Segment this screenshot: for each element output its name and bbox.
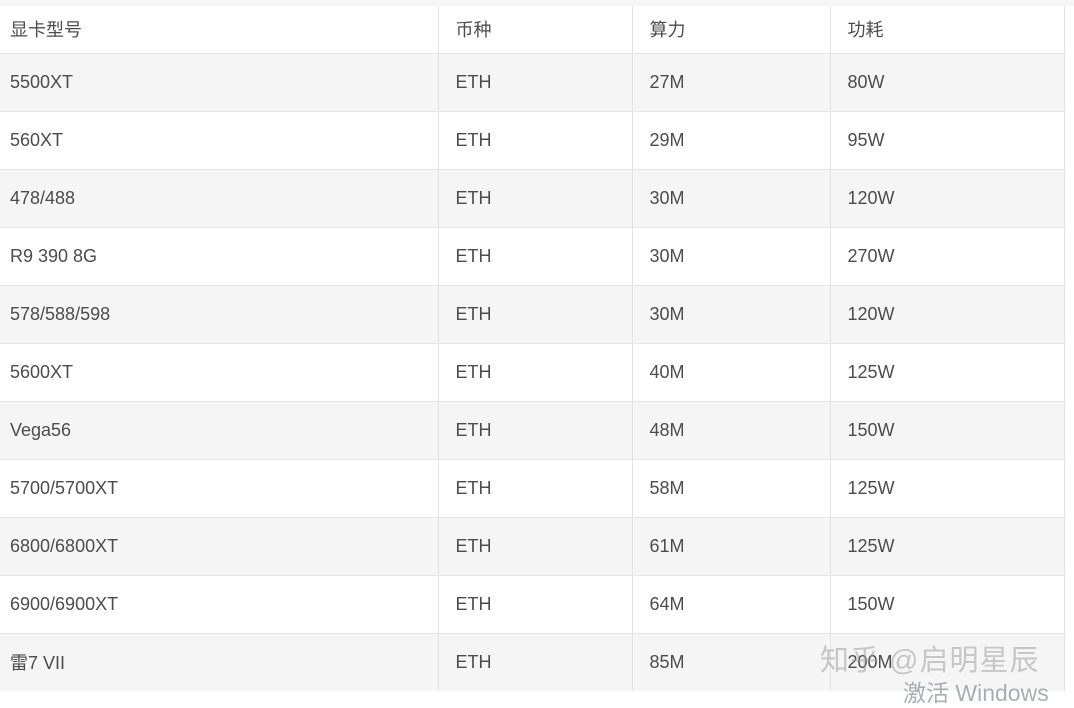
table-row: 560XT ETH 29M 95W	[0, 111, 1065, 170]
cell-coin: ETH	[438, 517, 633, 576]
cell-model: 578/588/598	[0, 285, 439, 344]
cell-hashrate: 30M	[632, 227, 831, 286]
table-row: R9 390 8G ETH 30M 270W	[0, 227, 1065, 286]
table-row: 5500XT ETH 27M 80W	[0, 53, 1065, 112]
cell-power: 95W	[830, 111, 1065, 170]
cell-model: Vega56	[0, 401, 439, 460]
cell-power: 200M	[830, 633, 1065, 691]
cell-model: 5600XT	[0, 343, 439, 402]
column-header-model: 显卡型号	[0, 6, 439, 54]
cell-hashrate: 64M	[632, 575, 831, 634]
cell-coin: ETH	[438, 633, 633, 691]
cell-coin: ETH	[438, 169, 633, 228]
cell-hashrate: 29M	[632, 111, 831, 170]
cell-hashrate: 27M	[632, 53, 831, 112]
cell-power: 80W	[830, 53, 1065, 112]
cell-coin: ETH	[438, 401, 633, 460]
table-row: 578/588/598 ETH 30M 120W	[0, 285, 1065, 344]
cell-power: 120W	[830, 285, 1065, 344]
cell-hashrate: 61M	[632, 517, 831, 576]
cell-model: 6900/6900XT	[0, 575, 439, 634]
table-row: 6800/6800XT ETH 61M 125W	[0, 517, 1065, 576]
top-divider	[0, 0, 1074, 6]
table-row: 5600XT ETH 40M 125W	[0, 343, 1065, 402]
cell-hashrate: 58M	[632, 459, 831, 518]
column-header-coin: 币种	[438, 6, 633, 54]
cell-model: 5500XT	[0, 53, 439, 112]
cell-power: 270W	[830, 227, 1065, 286]
cell-model: 6800/6800XT	[0, 517, 439, 576]
column-header-power: 功耗	[830, 6, 1065, 54]
cell-power: 125W	[830, 459, 1065, 518]
cell-power: 150W	[830, 401, 1065, 460]
cell-hashrate: 30M	[632, 169, 831, 228]
cell-coin: ETH	[438, 343, 633, 402]
table-row: 6900/6900XT ETH 64M 150W	[0, 575, 1065, 634]
table-header: 显卡型号 币种 算力 功耗	[0, 6, 1065, 54]
cell-power: 125W	[830, 517, 1065, 576]
table-row: Vega56 ETH 48M 150W	[0, 401, 1065, 460]
gpu-hashrate-table: 显卡型号 币种 算力 功耗 5500XT ETH 27M 80W 560XT ETH 29M…	[0, 6, 1065, 691]
cell-coin: ETH	[438, 227, 633, 286]
cell-power: 125W	[830, 343, 1065, 402]
table-row: 雷7 VII ETH 85M 200M	[0, 633, 1065, 691]
cell-coin: ETH	[438, 111, 633, 170]
cell-model: 478/488	[0, 169, 439, 228]
table-row: 478/488 ETH 30M 120W	[0, 169, 1065, 228]
cell-power: 150W	[830, 575, 1065, 634]
cell-hashrate: 30M	[632, 285, 831, 344]
cell-model: R9 390 8G	[0, 227, 439, 286]
cell-model: 雷7 VII	[0, 633, 439, 691]
cell-model: 560XT	[0, 111, 439, 170]
column-header-hashrate: 算力	[632, 6, 831, 54]
cell-power: 120W	[830, 169, 1065, 228]
cell-coin: ETH	[438, 285, 633, 344]
cell-hashrate: 40M	[632, 343, 831, 402]
cell-coin: ETH	[438, 459, 633, 518]
table-row: 5700/5700XT ETH 58M 125W	[0, 459, 1065, 518]
cell-model: 5700/5700XT	[0, 459, 439, 518]
cell-hashrate: 85M	[632, 633, 831, 691]
cell-coin: ETH	[438, 53, 633, 112]
table-body: 5500XT ETH 27M 80W 560XT ETH 29M 95W 478/488 ETH 3…	[0, 53, 1065, 691]
cell-hashrate: 48M	[632, 401, 831, 460]
cell-coin: ETH	[438, 575, 633, 634]
header-row: 显卡型号 币种 算力 功耗	[0, 6, 1065, 54]
